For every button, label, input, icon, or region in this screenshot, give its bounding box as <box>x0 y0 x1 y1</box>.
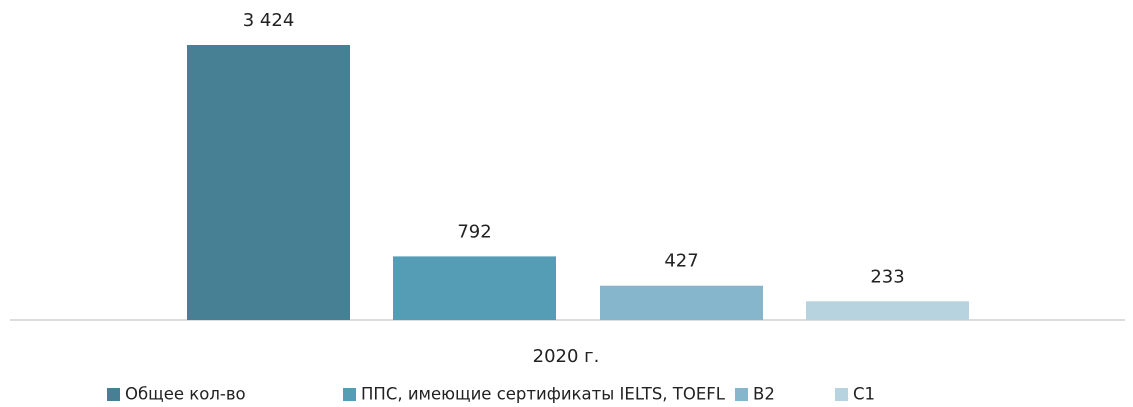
bar <box>187 45 350 320</box>
legend-swatch <box>343 388 356 401</box>
data-label: 3 424 <box>243 10 295 31</box>
bar <box>600 285 763 320</box>
legend-swatch <box>107 388 120 401</box>
legend-label: B2 <box>753 385 775 404</box>
legend-swatch <box>835 388 848 401</box>
bar <box>806 301 969 320</box>
legend-swatch <box>735 388 748 401</box>
data-label: 427 <box>664 251 698 272</box>
legend-label: Общее кол-во <box>125 385 246 404</box>
legend-label: C1 <box>853 385 875 404</box>
data-label: 792 <box>457 221 491 242</box>
data-label: 233 <box>870 266 904 287</box>
x-tick-label: 2020 г. <box>533 346 600 367</box>
bar <box>393 256 556 320</box>
legend-label: ППС, имеющие сертификаты IELTS, TOEFL <box>361 385 726 404</box>
